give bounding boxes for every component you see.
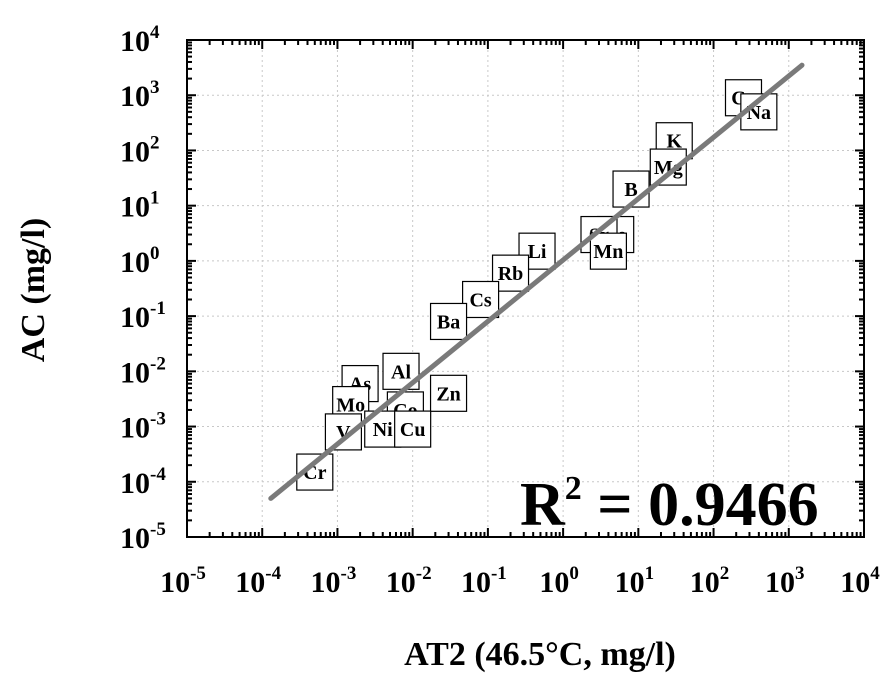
r-squared-annotation: R2 = 0.9466: [520, 470, 819, 539]
point-label: Zn: [436, 383, 460, 405]
point-label: Mo: [336, 395, 365, 417]
data-point: Cr: [296, 453, 334, 491]
x-tick-label: 10-2: [386, 563, 432, 599]
point-label: Mg: [654, 157, 683, 179]
y-tick-label: 10-4: [120, 464, 166, 500]
data-point: Cs: [461, 280, 500, 319]
x-tick-label: 101: [615, 563, 655, 599]
x-tick-labels: 10-5 10-4 10-3 10-2 10-1 100 101 102 103 104: [160, 563, 880, 599]
y-tick-label: 10-3: [120, 409, 166, 445]
data-point: Mn: [589, 232, 627, 270]
fit-line: [268, 62, 805, 501]
data-point: Li: [518, 232, 556, 270]
data-point: B: [612, 170, 650, 208]
point-marker: [612, 170, 650, 208]
x-tick-label: 10-3: [311, 563, 357, 599]
point-label: Rb: [498, 263, 524, 285]
x-tick-label: 100: [539, 563, 579, 599]
data-points: CaNaKMgBFeSrMnLiRbCsBaAlAsZnMoCoNiCuVCr: [296, 79, 778, 491]
y-tick-label: 10-1: [120, 298, 166, 334]
point-marker: [429, 302, 468, 341]
point-label: Mn: [593, 241, 623, 263]
point-label: B: [624, 179, 637, 201]
x-tick-label: 103: [765, 563, 805, 599]
y-tick-label: 104: [120, 22, 160, 58]
x-tick-label: 104: [840, 563, 880, 599]
x-tick-label: 10-4: [235, 563, 281, 599]
point-marker: [296, 453, 334, 491]
point-label: Li: [528, 241, 547, 263]
point-marker: [461, 280, 500, 319]
data-point: Zn: [429, 374, 468, 412]
y-axis-title: AC (mg/l): [15, 218, 52, 362]
point-label: K: [666, 131, 682, 153]
y-tick-label: 101: [120, 188, 160, 224]
plot-frame: [186, 39, 865, 538]
y-tick-label: 10-2: [120, 353, 166, 389]
y-tick-labels: 10-5 10-4 10-3 10-2 10-1 100 101 102 103 104: [120, 22, 166, 555]
point-marker: [589, 232, 627, 270]
data-point: Cu: [394, 410, 432, 448]
point-label: Cu: [400, 419, 426, 441]
y-tick-label: 102: [120, 132, 160, 168]
point-marker: [394, 410, 432, 448]
x-tick-label: 102: [690, 563, 730, 599]
point-label: Ni: [373, 419, 393, 441]
point-marker: [429, 374, 468, 412]
axis-ticks: [186, 39, 865, 538]
x-tick-label: 10-5: [160, 563, 206, 599]
point-label: Al: [391, 361, 411, 383]
data-point: Ba: [429, 302, 468, 341]
point-label: Ba: [437, 311, 460, 333]
x-tick-label: 10-1: [461, 563, 507, 599]
y-tick-label: 100: [120, 243, 160, 279]
y-tick-label: 10-5: [120, 519, 166, 555]
point-label: Cs: [469, 289, 491, 311]
x-axis-title: AT2 (46.5°C, mg/l): [404, 636, 676, 673]
y-tick-label: 103: [120, 77, 160, 113]
